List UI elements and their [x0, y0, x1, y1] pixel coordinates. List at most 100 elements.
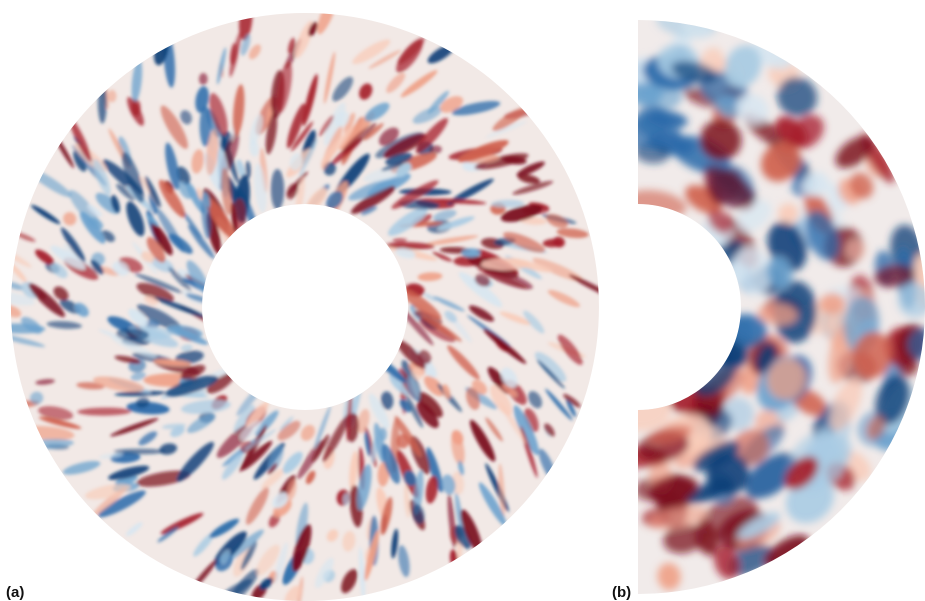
vortex-streak	[474, 274, 490, 287]
vortex-streak	[346, 388, 353, 442]
vortex-streak	[233, 404, 255, 434]
vortex-streak	[154, 297, 206, 318]
vortex-streak	[432, 252, 453, 262]
vortex-streak	[380, 496, 393, 536]
vortex-streak	[292, 524, 312, 572]
vortex-streak	[746, 455, 795, 499]
vortex-streak	[239, 13, 253, 41]
vortex-streak	[424, 235, 479, 246]
vortex-streak	[305, 470, 316, 485]
vortex-streak	[294, 20, 314, 59]
vortex-streak	[417, 392, 443, 418]
vortex-streak	[657, 562, 681, 591]
vortex-streak	[114, 391, 167, 397]
vortex-streak	[131, 58, 143, 103]
panel-label: (b)	[612, 584, 631, 601]
vortex-streak	[566, 398, 577, 417]
vortex-streak	[317, 13, 337, 35]
vortex-streak	[165, 142, 180, 190]
vortex-streak	[873, 264, 915, 288]
vortex-streak	[93, 376, 145, 392]
vortex-streak	[341, 569, 358, 594]
vortex-streak	[396, 162, 411, 177]
vortex-streak	[703, 166, 755, 210]
vortex-streak	[437, 216, 475, 231]
vortex-streak	[206, 128, 219, 176]
vortex-streak	[420, 314, 462, 342]
vortex-streak	[116, 183, 135, 201]
vortex-streak	[248, 44, 261, 60]
vortex-streak	[358, 546, 366, 601]
vortex-streak	[296, 576, 304, 601]
vortex-streak	[638, 82, 663, 107]
vortex-streak	[216, 47, 227, 85]
field-structures	[10, 13, 599, 601]
vortex-streak	[277, 420, 301, 441]
vortex-streak	[241, 440, 273, 471]
vortex-streak	[93, 159, 111, 196]
vortex-streak	[186, 260, 209, 294]
panel-a-field	[10, 13, 599, 601]
vortex-streak	[568, 274, 599, 300]
vortex-streak	[245, 487, 269, 525]
vortex-streak	[320, 126, 354, 165]
vortex-streak	[777, 77, 818, 117]
vortex-streak	[196, 187, 203, 201]
vortex-streak	[170, 426, 185, 437]
vortex-streak	[544, 423, 555, 437]
vortex-streak	[174, 350, 204, 365]
vortex-streak	[545, 213, 568, 229]
vortex-streak	[498, 463, 506, 518]
vortex-streak	[38, 406, 74, 420]
vortex-streak	[442, 384, 451, 399]
vortex-streak	[224, 529, 264, 563]
vortex-streak	[802, 171, 829, 197]
vortex-streak	[790, 114, 824, 149]
vortex-streak	[46, 321, 82, 329]
vortex-streak	[404, 484, 410, 518]
vortex-streak	[180, 209, 203, 239]
vortex-streak	[348, 178, 397, 201]
vortex-streak	[423, 293, 437, 302]
vortex-streak	[735, 93, 769, 124]
vortex-streak	[113, 448, 166, 455]
vortex-streak	[276, 60, 293, 114]
vortex-streak	[357, 408, 370, 434]
vortex-streak	[63, 212, 77, 226]
vortex-streak	[368, 49, 402, 69]
vortex-streak	[229, 43, 237, 65]
vortex-streak	[396, 339, 426, 369]
vortex-streak	[165, 375, 218, 397]
vortex-streak	[396, 434, 410, 449]
vortex-streak	[334, 111, 350, 128]
field-structures	[638, 20, 925, 591]
vortex-streak	[556, 228, 589, 239]
vortex-streak	[396, 39, 423, 73]
vortex-streak	[282, 451, 303, 474]
vortex-streak	[389, 372, 412, 395]
vortex-streak	[267, 444, 284, 473]
vortex-streak	[417, 272, 443, 282]
vortex-streak	[128, 308, 148, 327]
vortex-streak	[364, 431, 371, 457]
vortex-streak	[714, 95, 743, 119]
vortex-streak	[489, 384, 513, 416]
vortex-streak	[198, 73, 208, 85]
vortex-streak	[866, 415, 886, 440]
vortex-streak	[267, 463, 278, 475]
vortex-streak	[115, 328, 150, 341]
vortex-streak	[534, 352, 567, 382]
vortex-streak	[79, 211, 106, 244]
vortex-streak	[144, 176, 161, 208]
vortex-streak	[332, 76, 354, 102]
vortex-streak	[125, 522, 143, 537]
vortex-streak	[388, 207, 428, 236]
vortex-streak	[485, 120, 527, 138]
vortex-streak	[73, 150, 87, 172]
vortex-streak	[111, 336, 157, 359]
vortex-streak	[240, 420, 262, 441]
vortex-streak	[244, 429, 277, 451]
vortex-streak	[461, 248, 481, 258]
vortex-streak	[232, 84, 245, 136]
